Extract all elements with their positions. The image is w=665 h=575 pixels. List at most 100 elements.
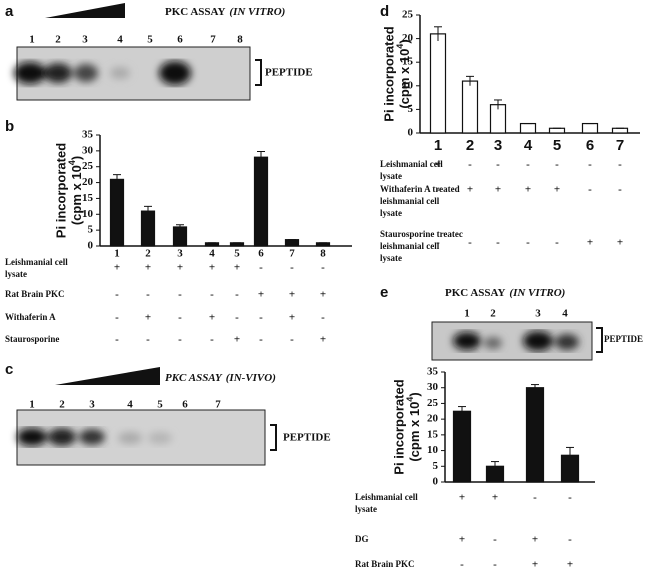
bar [429,33,447,134]
panel-label: d [380,3,389,20]
band-label: PEPTIDE [265,67,313,79]
y-tick-label: 10 [427,444,439,456]
error-bar [257,150,265,163]
condition-sign: - [493,559,497,571]
condition-sign: + [177,262,183,274]
y-tick-label: 20 [402,32,414,44]
condition-sign: - [618,184,622,196]
condition-sign: - [496,237,500,249]
x-tick-label: 8 [320,248,326,260]
condition-sign: + [209,312,215,324]
condition-sign: + [554,184,560,196]
lane-number: 2 [490,308,496,320]
band-label: PEPTIDE [604,334,643,344]
blot-title: PKC ASSAY (IN VITRO) [165,6,285,18]
condition-sign: - [178,312,182,324]
unit-exp: 4 [405,397,415,402]
condition-label: lysate [380,208,402,218]
unit-exp: 4 [67,160,77,165]
y-tick-label: 25 [402,9,414,21]
lane-number: 3 [82,34,88,46]
y-axis-unit: (cpm x 104) [67,156,84,225]
title-italic: (IN VITRO) [509,287,565,299]
condition-sign: + [617,237,623,249]
bar [525,387,545,483]
title-text: PKC ASSAY [165,372,223,384]
lane-number: 2 [55,34,61,46]
y-tick-label: 0 [433,476,439,488]
blot-title: PKC ASSAY (IN VITRO) [445,287,565,299]
condition-sign: - [496,159,500,171]
condition-sign: + [234,262,240,274]
condition-sign: - [555,237,559,249]
condition-sign: - [568,534,572,546]
x-tick-label: 4 [524,137,533,154]
y-tick-label: 35 [427,366,439,378]
x-tick-label: 3 [177,248,183,260]
unit-close: ) [69,156,84,160]
unit-exp: 4 [395,44,405,49]
condition-label: Staurosporine [5,334,59,344]
condition-sign: - [618,159,622,171]
condition-sign: + [492,492,498,504]
condition-sign: - [210,334,214,346]
condition-label: lysate [380,253,402,263]
y-tick-label: 30 [82,144,94,156]
unit-text: (cpm x 10 [407,402,422,462]
y-tick-label: 15 [427,428,439,440]
lane-number: 7 [215,399,221,411]
y-tick-label: 15 [402,56,414,68]
condition-sign: - [588,159,592,171]
condition-sign: - [493,534,497,546]
condition-sign: + [459,534,465,546]
unit-text: (cpm x 10 [397,49,412,109]
lane-number: 8 [237,34,243,46]
gradient-wedge [45,3,125,18]
condition-label: Staurosporine treatec [380,229,463,239]
condition-sign: + [567,559,573,571]
condition-sign: - [259,312,263,324]
condition-sign: + [258,289,264,301]
bar [140,210,156,247]
y-axis-title: Pi incorporated [381,26,396,121]
lane-number: 1 [29,34,35,46]
lane-number: 1 [464,308,470,320]
condition-sign: - [235,312,239,324]
condition-sign: + [209,262,215,274]
bracket [255,59,262,86]
condition-sign: + [145,262,151,274]
condition-sign: - [235,289,239,301]
condition-sign: + [145,312,151,324]
x-tick-label: 1 [114,248,120,260]
condition-sign: + [114,262,120,274]
condition-label: leishmanial cell [380,241,440,251]
condition-label: Withaferin A treated [380,184,460,194]
bar [452,410,472,483]
x-tick-label: 6 [258,248,264,260]
bar [461,80,479,134]
condition-sign: - [178,289,182,301]
condition-sign: + [495,184,501,196]
condition-sign: - [259,262,263,274]
x-tick-label: 3 [494,137,502,154]
x-tick-label: 7 [289,248,295,260]
condition-sign: + [587,237,593,249]
condition-sign: - [178,334,182,346]
x-tick-label: 7 [616,137,624,154]
condition-label: Rat Brain PKC [5,289,65,299]
x-tick-label: 2 [466,137,474,154]
title-italic: (IN VITRO) [229,6,285,18]
x-tick-label: 6 [586,137,594,154]
condition-sign: - [436,184,440,196]
condition-sign: - [555,159,559,171]
condition-sign: + [459,492,465,504]
y-tick-label: 30 [427,381,439,393]
lane-number: 4 [127,399,133,411]
unit-close: ) [407,392,422,396]
bands [453,331,579,351]
y-axis-title: Pi incorporated [391,379,406,474]
bands [14,61,191,85]
lane-number: 6 [177,34,183,46]
condition-sign: - [436,237,440,249]
lane-number: 6 [182,399,188,411]
